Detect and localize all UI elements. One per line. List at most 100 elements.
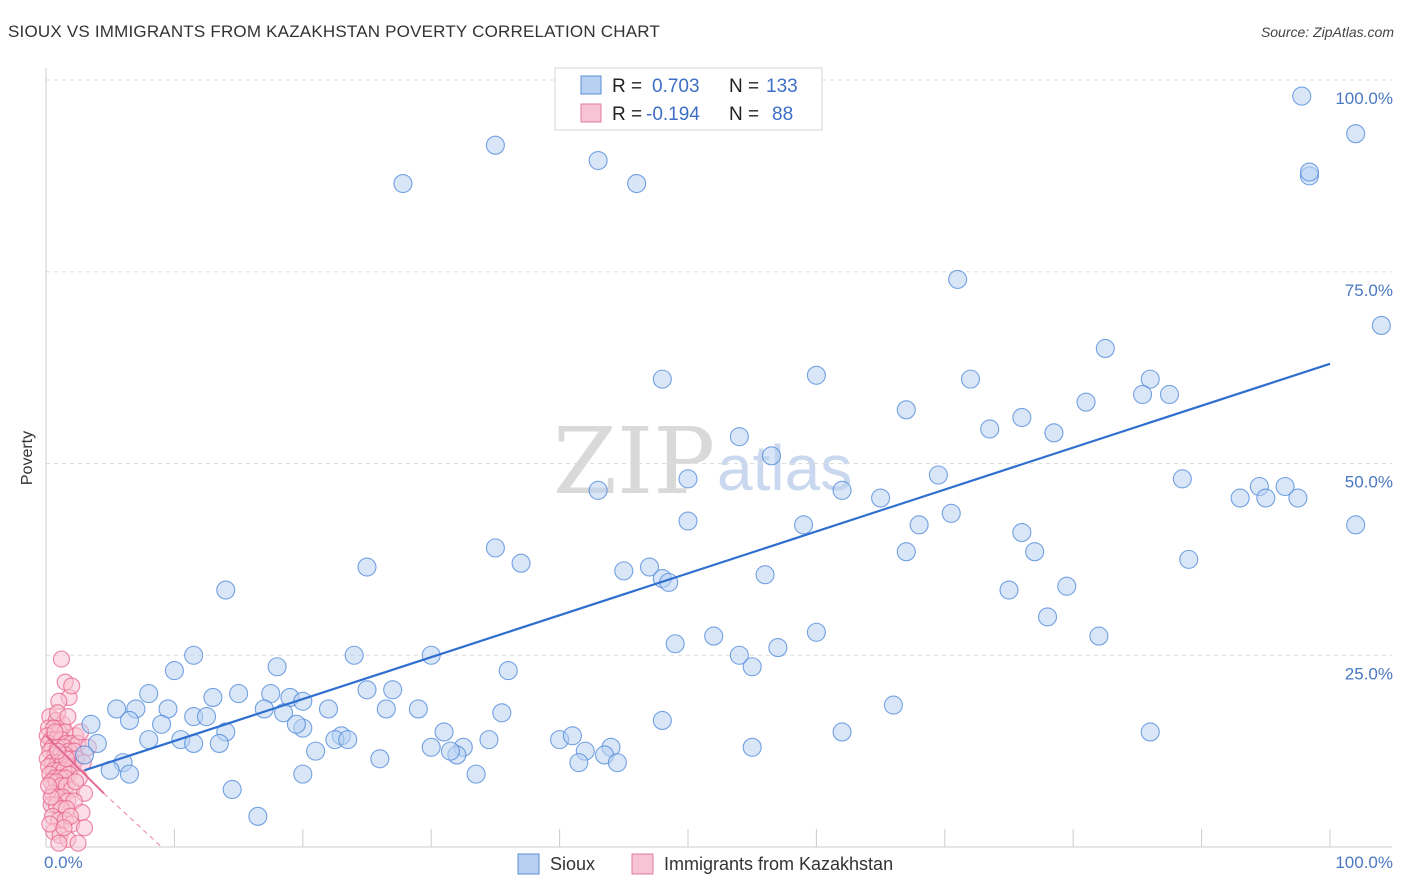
sioux-point [107, 699, 127, 719]
sioux-point [588, 150, 608, 171]
sioux-point [1346, 515, 1366, 535]
y-tick-label-0: 25.0% [1345, 664, 1393, 683]
sioux-point [639, 557, 660, 577]
sioux-point [1299, 162, 1320, 182]
sioux-point [408, 699, 428, 719]
sioux-point [1057, 576, 1077, 596]
bottom-legend: Sioux Immigrants from Kazakhstan [517, 853, 893, 875]
sioux-point [222, 779, 242, 800]
sioux-point [806, 622, 826, 642]
sioux-point [1179, 549, 1199, 569]
sioux-point [588, 480, 608, 500]
sioux-point [1159, 384, 1180, 405]
sioux-point [370, 749, 390, 769]
sioux-point [164, 661, 184, 681]
sioux-point [1025, 542, 1045, 562]
sioux-point [1095, 338, 1115, 359]
bottom-legend-label-sioux: Sioux [550, 854, 595, 874]
sioux-point [511, 553, 531, 573]
sioux-point [267, 657, 287, 677]
sioux-point [1292, 86, 1312, 106]
sioux-point [1076, 392, 1096, 412]
kazakhstan-trend-extension [103, 792, 162, 848]
sioux-point [139, 684, 159, 704]
kazakhstan-point [59, 708, 77, 726]
sioux-point [196, 707, 217, 727]
x-tick-label-min: 0.0% [44, 853, 83, 872]
legend-swatch-kazakhstan [580, 103, 602, 123]
sioux-point [562, 726, 582, 746]
gridlines [46, 79, 1392, 656]
y-tick-labels: 25.0% 50.0% 75.0% 100.0% [1335, 89, 1393, 683]
kazakhstan-point [69, 834, 87, 852]
legend-r-label-2: R = [612, 104, 642, 125]
sioux-point [119, 710, 140, 730]
sioux-point [485, 135, 505, 155]
sioux-point [293, 764, 313, 784]
sioux-point [871, 488, 891, 508]
sioux-point [434, 722, 454, 742]
sioux-point [896, 542, 916, 562]
sioux-point [1044, 423, 1064, 443]
x-tick-label-max: 100.0% [1335, 853, 1393, 872]
sioux-point [273, 703, 294, 723]
sioux-point [755, 565, 775, 585]
sioux-point [1037, 607, 1058, 627]
kazakhstan-point [66, 773, 85, 791]
sioux-point [498, 661, 518, 681]
sioux-point [479, 730, 499, 750]
sioux-point [729, 645, 749, 665]
kazakhstan-point [55, 819, 73, 837]
sioux-point [794, 515, 814, 535]
chart-title: SIOUX VS IMMIGRANTS FROM KAZAKHSTAN POVE… [8, 22, 660, 41]
sioux-point [344, 645, 364, 665]
sioux-point [1132, 384, 1153, 405]
legend-n-label-1: N = [729, 76, 759, 97]
sioux-point [652, 710, 672, 730]
legend-n-label-2: N = [729, 104, 759, 125]
sioux-point [960, 369, 981, 389]
sioux-point [216, 580, 236, 600]
sioux-point [678, 511, 698, 531]
source-label: Source: ZipAtlas.com [1260, 24, 1394, 40]
kazakhstan-point [46, 723, 64, 741]
kazakhstan-trend-line [45, 735, 105, 795]
sioux-point [665, 634, 685, 654]
sioux-point [466, 764, 486, 784]
legend-n-value-1: 133 [766, 76, 798, 97]
sioux-point [729, 427, 749, 447]
sioux-point [74, 745, 95, 765]
sioux-point [184, 645, 204, 665]
sioux-point [393, 173, 413, 194]
sioux-point [357, 680, 377, 700]
kazakhstan-point [50, 834, 68, 852]
sioux-series [74, 86, 1391, 826]
sioux-point [421, 737, 441, 757]
sioux-point [119, 764, 140, 784]
bottom-legend-swatch-sioux [517, 853, 540, 875]
sioux-point [941, 503, 961, 523]
sioux-point [357, 557, 377, 577]
sioux-point [832, 722, 852, 742]
sioux-point [492, 703, 512, 723]
sioux-point [87, 733, 107, 754]
sioux-point [742, 657, 762, 677]
sioux-point [286, 714, 306, 734]
sioux-point [614, 561, 634, 581]
correlation-legend: R = 0.703 N = 133 R = -0.194 N = 88 [554, 67, 823, 131]
sioux-point [203, 687, 223, 707]
sioux-point [152, 714, 172, 734]
sioux-point [761, 446, 782, 466]
sioux-point [440, 741, 461, 761]
legend-n-value-2: 88 [772, 104, 793, 125]
legend-r-value-2: -0.194 [646, 104, 700, 125]
sioux-point [1012, 522, 1032, 543]
sioux-point [139, 730, 159, 750]
sioux-point [768, 638, 788, 658]
sioux-point [1288, 488, 1308, 508]
sioux-trend-line [84, 362, 1331, 772]
watermark-zip: ZIP [553, 408, 715, 515]
trend-lines [45, 362, 1331, 848]
kazakhstan-point [48, 742, 67, 760]
sioux-point [248, 806, 268, 826]
